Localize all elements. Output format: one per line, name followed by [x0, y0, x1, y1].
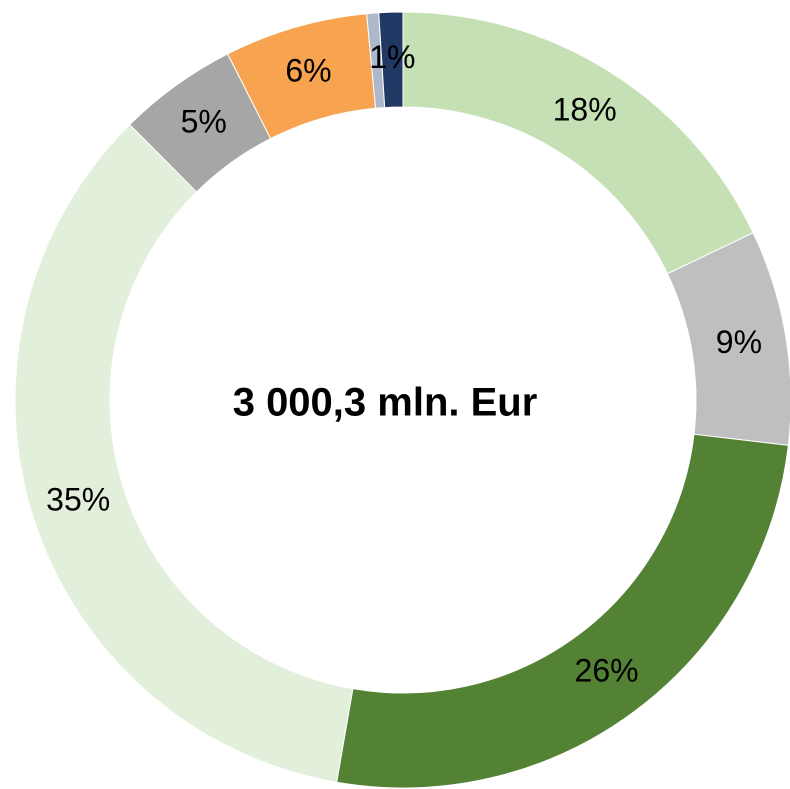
data-label: 6%	[285, 52, 331, 88]
center-text: 3 000,3 mln. Eur	[233, 381, 538, 425]
data-label: 26%	[575, 652, 639, 688]
donut-slice	[14, 123, 354, 783]
data-label: 9%	[716, 324, 762, 360]
donut-slice	[336, 433, 789, 789]
data-label: 1%	[369, 39, 415, 75]
data-label: 18%	[553, 91, 617, 127]
data-label: 5%	[181, 103, 227, 139]
donut-slice	[402, 11, 754, 275]
donut-slice	[378, 11, 404, 109]
data-label: 35%	[46, 482, 110, 518]
